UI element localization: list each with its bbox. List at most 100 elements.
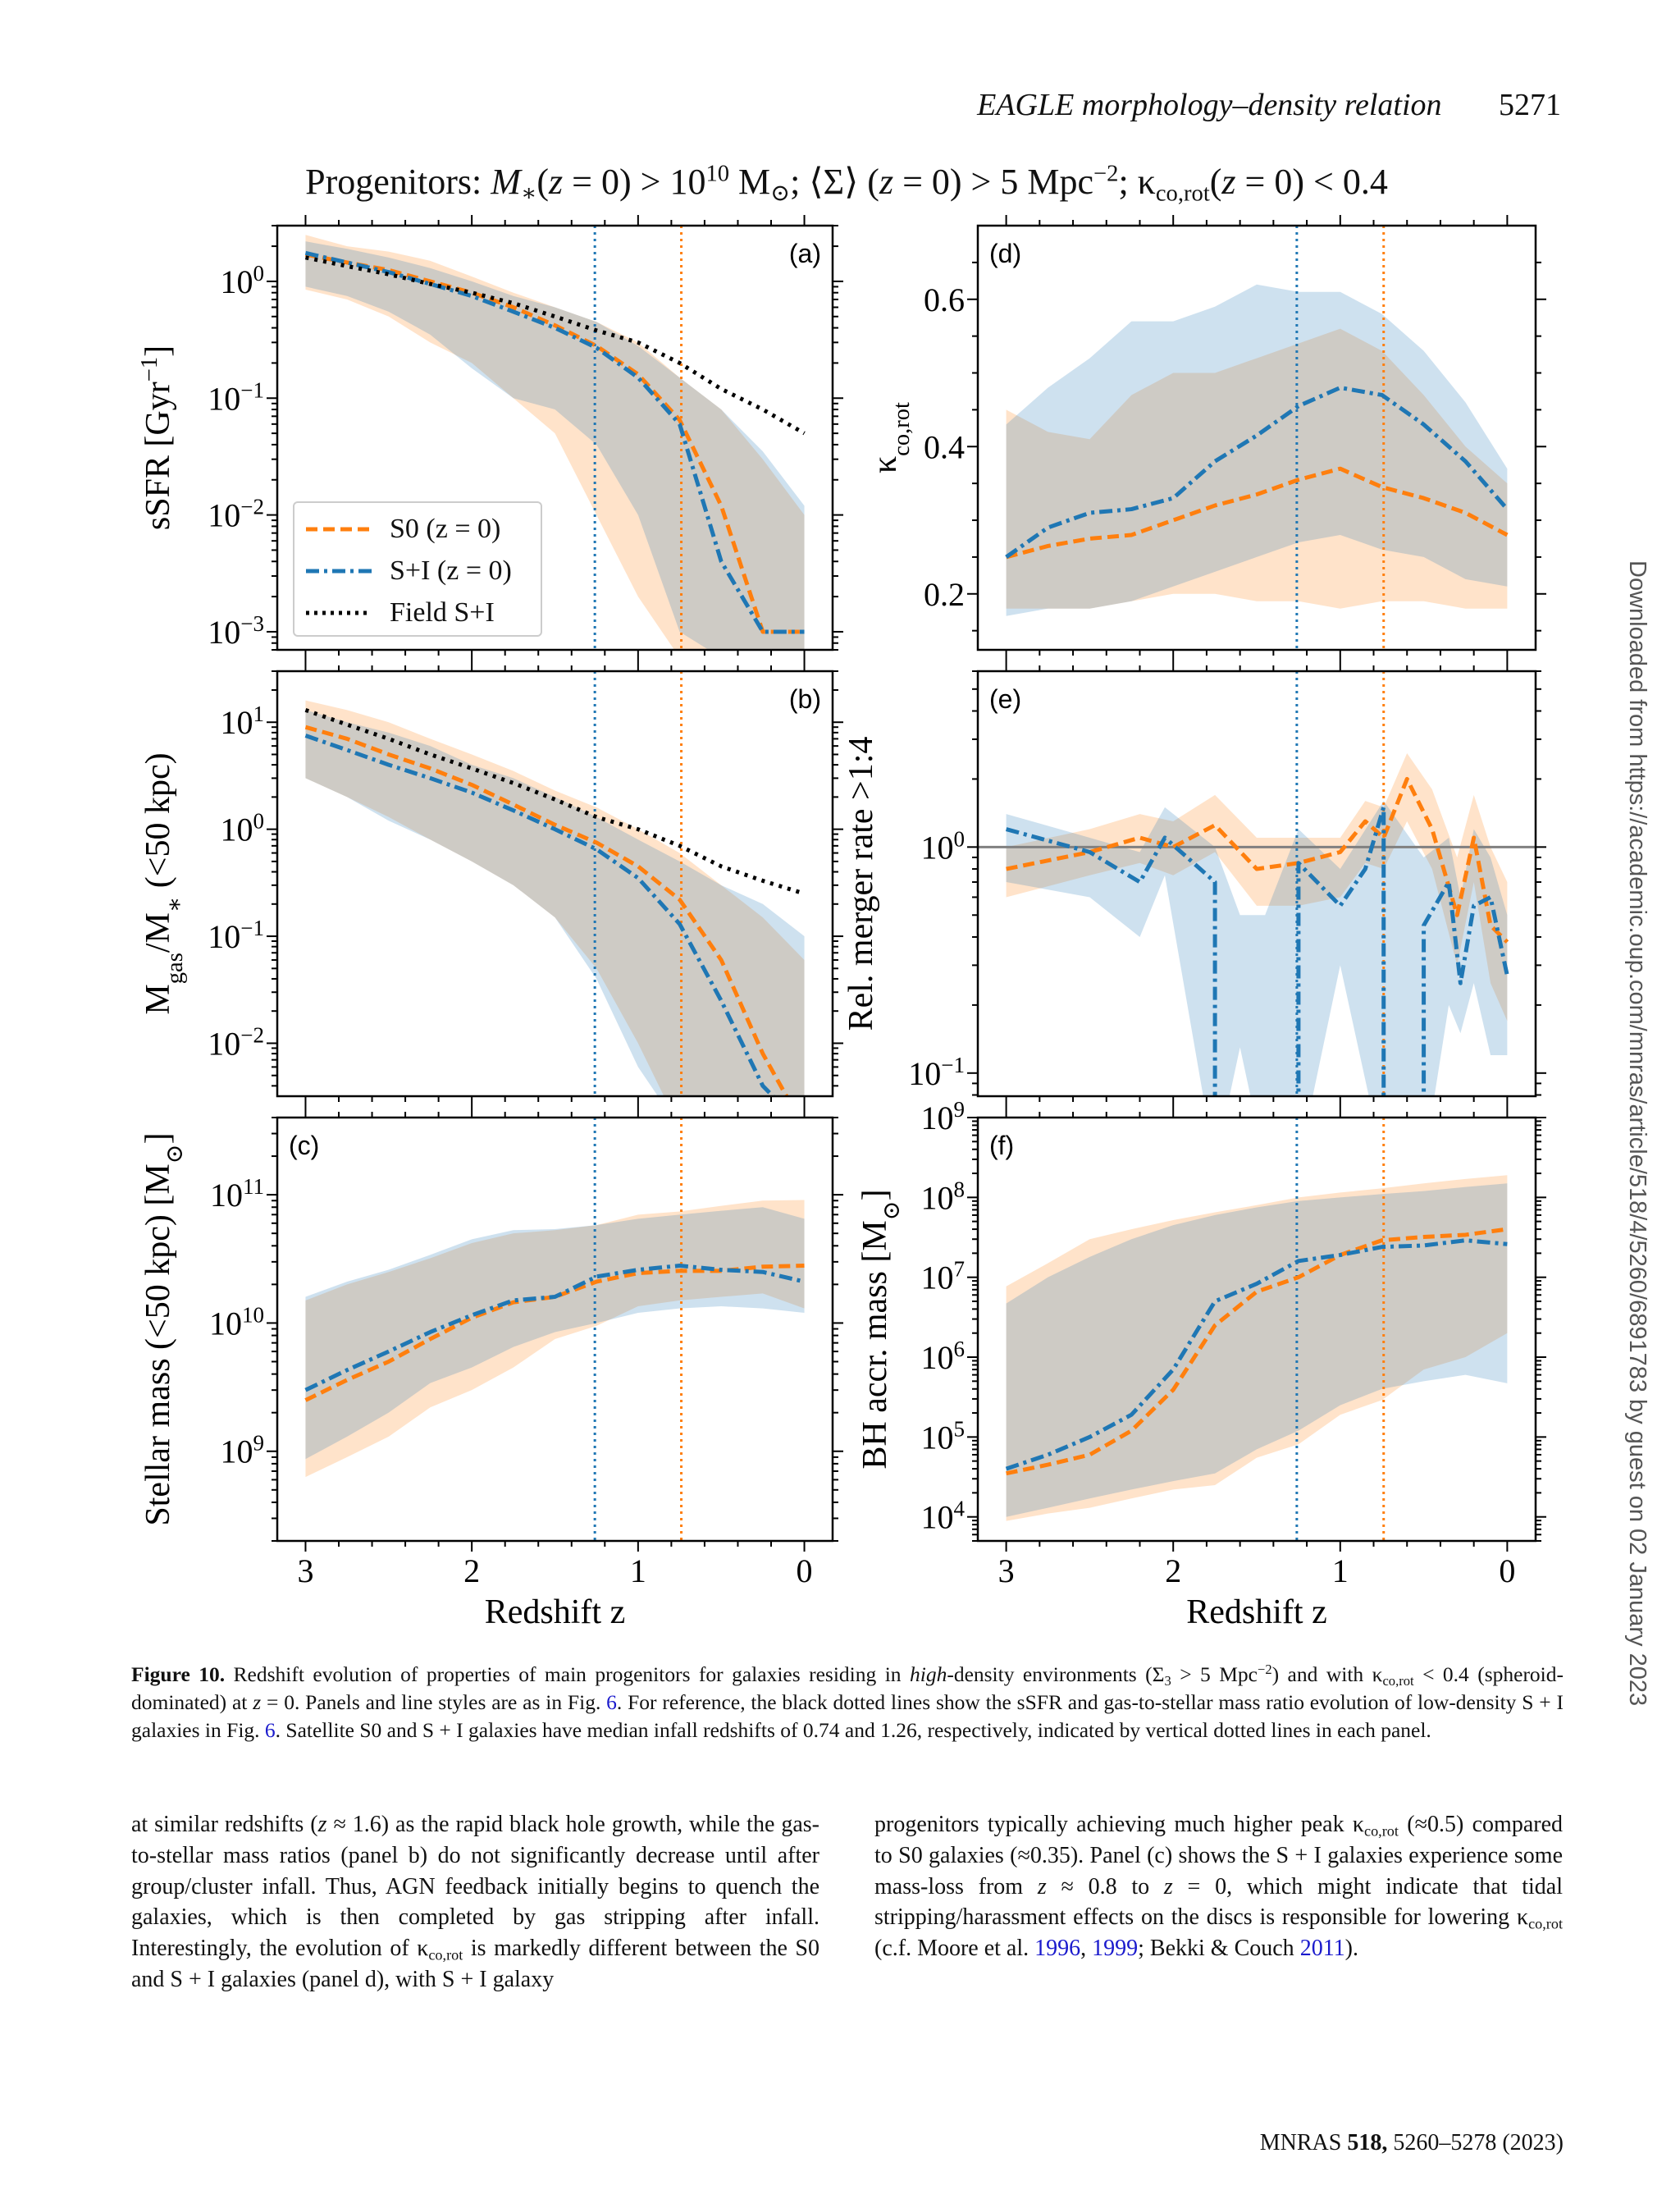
tick-exponent: 9 — [954, 1097, 966, 1122]
x-axis-label: Redshift z — [485, 1593, 625, 1631]
text-segment: 5260–5278 (2023) — [1387, 2130, 1564, 2155]
text-segment: ; ⟨Σ⟩ ( — [790, 162, 879, 202]
text-segment: (c.f. Moore et al. — [874, 1936, 1035, 1962]
text-segment: 3 — [1164, 1672, 1171, 1689]
text-segment: ( — [1209, 162, 1222, 202]
y-tick-label: 100 — [221, 809, 265, 848]
reference-link[interactable]: 6 — [606, 1690, 617, 1714]
text-segment: ≈ 1.6) as the rapid black hole growth, w… — [131, 1812, 819, 1962]
reference-link[interactable]: 6 — [264, 1718, 276, 1742]
y-tick-label: 1011 — [210, 1174, 264, 1214]
label-segment: ⊙ — [162, 1144, 188, 1163]
tick-exponent: 11 — [243, 1174, 264, 1199]
text-segment: ; Bekki & Couch — [1138, 1936, 1300, 1962]
tick-base: 0.4 — [924, 428, 965, 465]
tick-base: 10 — [210, 1177, 243, 1214]
text-segment: z — [1163, 1873, 1173, 1899]
text-segment: > 5 Mpc — [1171, 1662, 1258, 1686]
si-median-line — [304, 1264, 806, 1392]
legend-label: S0 (z = 0) — [390, 514, 501, 544]
y-tick-label: 109 — [221, 1431, 265, 1470]
x-tick-label: 2 — [463, 1552, 480, 1589]
axes-frame — [976, 1116, 1537, 1543]
y-axis-label: Mgas/M∗ (<50 kpc) — [139, 752, 188, 1014]
text-segment: z — [1221, 162, 1236, 202]
y-tick-label: 0.6 — [924, 281, 965, 318]
text-segment: ∗ — [520, 181, 537, 207]
y-tick-label: 109 — [921, 1097, 966, 1136]
tick-exponent: −1 — [941, 1053, 965, 1077]
s0-percentile-band — [305, 235, 805, 650]
label-segment: BH accr. mass [M — [856, 1220, 894, 1469]
text-segment: co,rot — [1382, 1672, 1414, 1689]
label-segment: ] — [139, 1132, 177, 1144]
text-segment: . For reference, the black dotted lines … — [131, 1690, 1564, 1742]
x-tick-label: 3 — [998, 1552, 1015, 1589]
y-tick-label: 107 — [921, 1257, 966, 1296]
tick-exponent: 9 — [253, 1431, 265, 1456]
tick-exponent: 4 — [954, 1497, 966, 1521]
tick-base: 10 — [221, 811, 253, 848]
running-head-title: EAGLE morphology–density relation — [977, 88, 1442, 122]
tick-exponent: −2 — [240, 1022, 264, 1047]
s0-median-line — [304, 252, 805, 634]
text-segment: co,rot — [428, 1946, 463, 1963]
y-tick-label: 105 — [921, 1416, 966, 1456]
plot-area — [1005, 226, 1509, 650]
y-tick-label: 10−1 — [208, 916, 264, 955]
text-segment: (≈0.5) compared to S0 galaxies (≈0.35). … — [874, 1812, 1563, 1899]
text-segment: is markedly different between the S0 and… — [131, 1936, 820, 1992]
label-segment: sSFR [Gyr — [139, 382, 177, 530]
y-tick-label: 101 — [221, 702, 265, 741]
legend-item: S0 (z = 0) — [306, 513, 500, 546]
legend-line-swatch — [306, 569, 372, 574]
axes-frame — [976, 224, 1537, 651]
x-tick-label: 0 — [1499, 1552, 1515, 1589]
label-segment: ∗ — [162, 897, 188, 912]
text-segment: progenitors typically achieving much hig… — [874, 1812, 1365, 1837]
tick-exponent: −2 — [240, 495, 264, 519]
y-axis-label: Stellar mass (<50 kpc) [M⊙] — [139, 1132, 188, 1525]
tick-base: 10 — [208, 614, 240, 651]
panel-label: (b) — [789, 684, 821, 714]
text-segment: z — [253, 1690, 262, 1714]
figure-caption: Figure 10. Redshift evolution of propert… — [131, 1661, 1564, 1744]
panel-d: 0.2 0.4 0.6 κco,rot (d) — [866, 215, 1546, 661]
reference-link[interactable]: 1996 — [1034, 1936, 1081, 1962]
tick-base: 10 — [921, 1259, 954, 1296]
label-segment: κ — [866, 456, 904, 473]
text-segment: −2 — [1093, 161, 1119, 187]
x-tick-label: 1 — [630, 1552, 646, 1589]
text-segment: = 0, which might indicate that tidal str… — [874, 1873, 1563, 1931]
y-tick-label: 108 — [921, 1177, 966, 1216]
field-median-line — [304, 708, 806, 896]
label-segment: ] — [856, 1189, 894, 1200]
s0-percentile-band — [305, 700, 805, 1096]
text-segment: M — [491, 162, 521, 202]
journal-footer: MNRAS 518, 5260–5278 (2023) — [1260, 2130, 1564, 2156]
label-segment: −1 — [137, 357, 162, 382]
reference-link[interactable]: 1999 — [1092, 1936, 1139, 1962]
s0-percentile-band — [1006, 328, 1508, 609]
tick-exponent: 1 — [253, 702, 265, 726]
text-segment: ). — [1344, 1936, 1358, 1962]
text-segment: = 0) > 5 Mpc — [893, 162, 1094, 202]
label-segment: M — [139, 984, 177, 1014]
tick-base: 10 — [921, 1099, 954, 1136]
x-axis-label: Redshift z — [1186, 1593, 1326, 1631]
si-median-line — [304, 734, 776, 1096]
text-segment: ( — [536, 162, 550, 202]
panel-label: (a) — [789, 239, 821, 268]
text-segment: 518, — [1347, 2130, 1388, 2155]
text-segment: ≈ 0.8 to — [1046, 1873, 1164, 1899]
reference-link[interactable]: 2011 — [1299, 1936, 1345, 1962]
y-tick-label: 10−1 — [208, 377, 264, 417]
tick-base: 0.2 — [924, 576, 965, 613]
text-segment: , — [1080, 1936, 1093, 1962]
s0-median-line — [1006, 776, 1509, 944]
y-tick-label: 106 — [921, 1337, 966, 1376]
body-text-left-column: at similar redshifts (z ≈ 1.6) as the ra… — [131, 1809, 819, 1995]
tick-base: 10 — [921, 1339, 954, 1376]
